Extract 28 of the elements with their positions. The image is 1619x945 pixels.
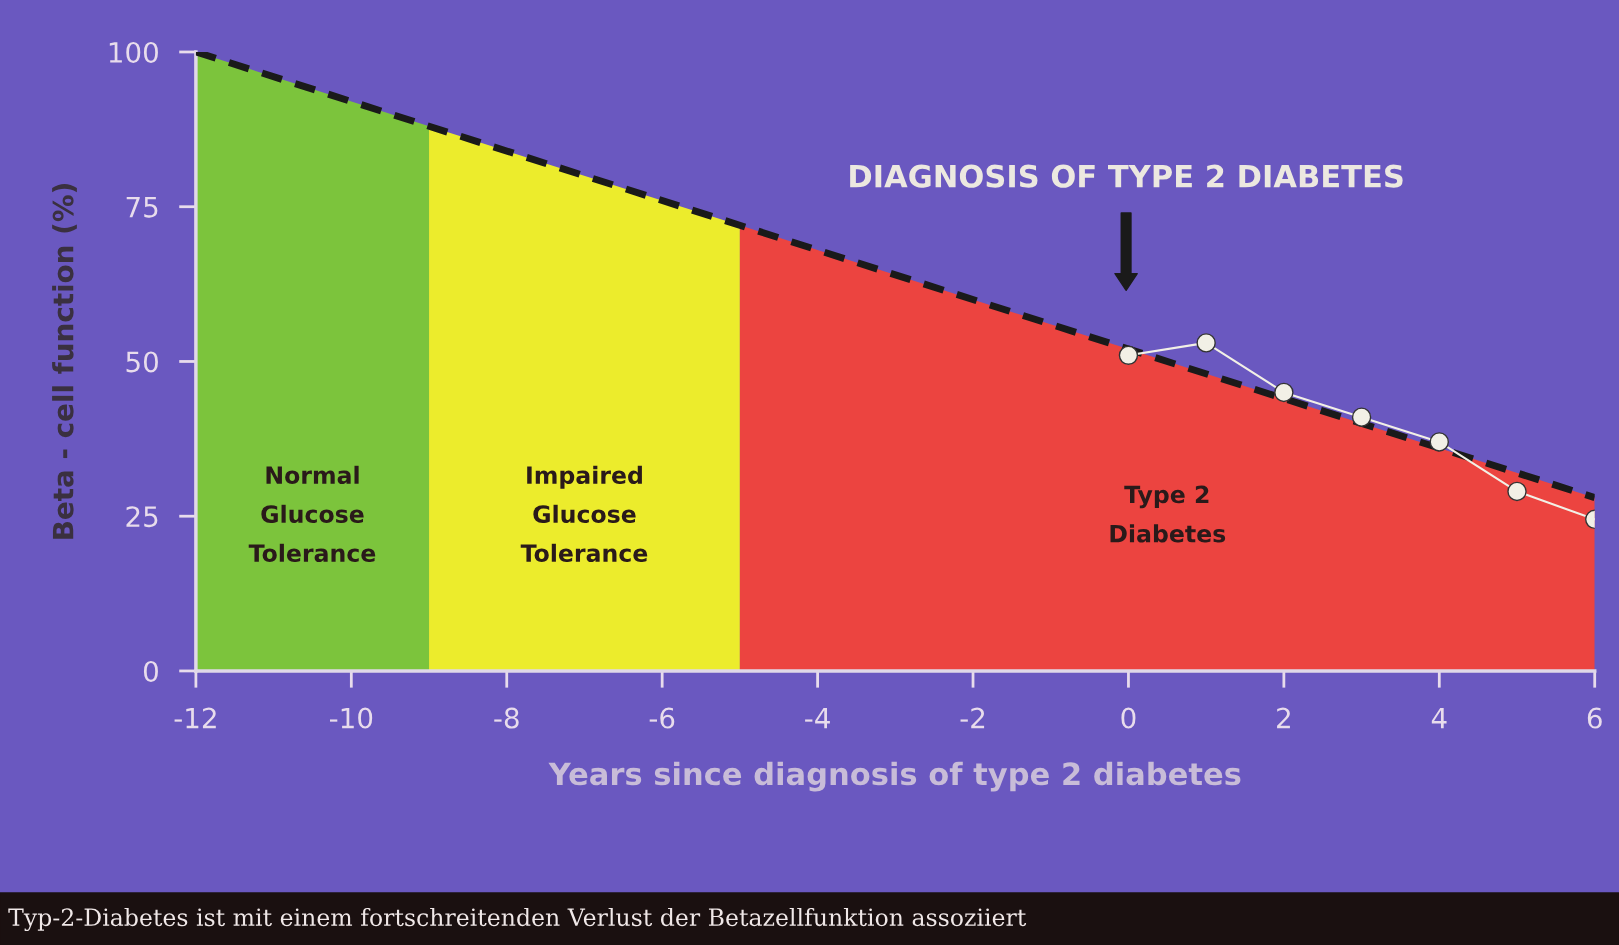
x-tick-label: -2: [960, 707, 985, 729]
x-tick-label: -4: [805, 707, 830, 729]
point: [1507, 481, 1527, 502]
point: [1274, 382, 1294, 403]
x-tick-label: 6: [1587, 707, 1602, 729]
band-label: Type 2 Diabetes: [1110, 485, 1226, 543]
y-tick-label: 50: [126, 351, 158, 373]
y-tick-label: 25: [126, 506, 158, 528]
point: [1429, 432, 1450, 452]
y-tick-label: 0: [143, 660, 158, 682]
x-tick-label: 0: [1121, 707, 1136, 729]
band-label: Impaired Glucose Tolerance: [520, 465, 648, 563]
text: Typ-2-Diabetes ist mit einem fortschreitenden Verlust der Betazellfunktion assoziiert: [8, 907, 1027, 932]
y-tick-label: 75: [126, 197, 158, 218]
x-tick-label: -10: [330, 707, 373, 729]
x-tick-label: -12: [174, 707, 216, 729]
point: [1118, 345, 1139, 365]
x-tick-label: -8: [494, 707, 519, 729]
x-axis-title: Years since diagnosis of type 2 diabetes: [548, 761, 1241, 792]
x-tick-label: 4: [1431, 707, 1447, 729]
annotation: DIAGNOSIS OF TYPE 2 DIABETES: [850, 164, 1403, 188]
y-axis-title: Beta - cell function (%): [52, 184, 77, 539]
y-tick-label: 100: [109, 41, 158, 63]
x-tick-label: 2: [1277, 707, 1290, 729]
point: [1351, 407, 1372, 427]
x-tick-label: -6: [649, 707, 675, 729]
band-label: Normal Glucose Tolerance: [248, 465, 376, 563]
point: [1196, 333, 1216, 353]
